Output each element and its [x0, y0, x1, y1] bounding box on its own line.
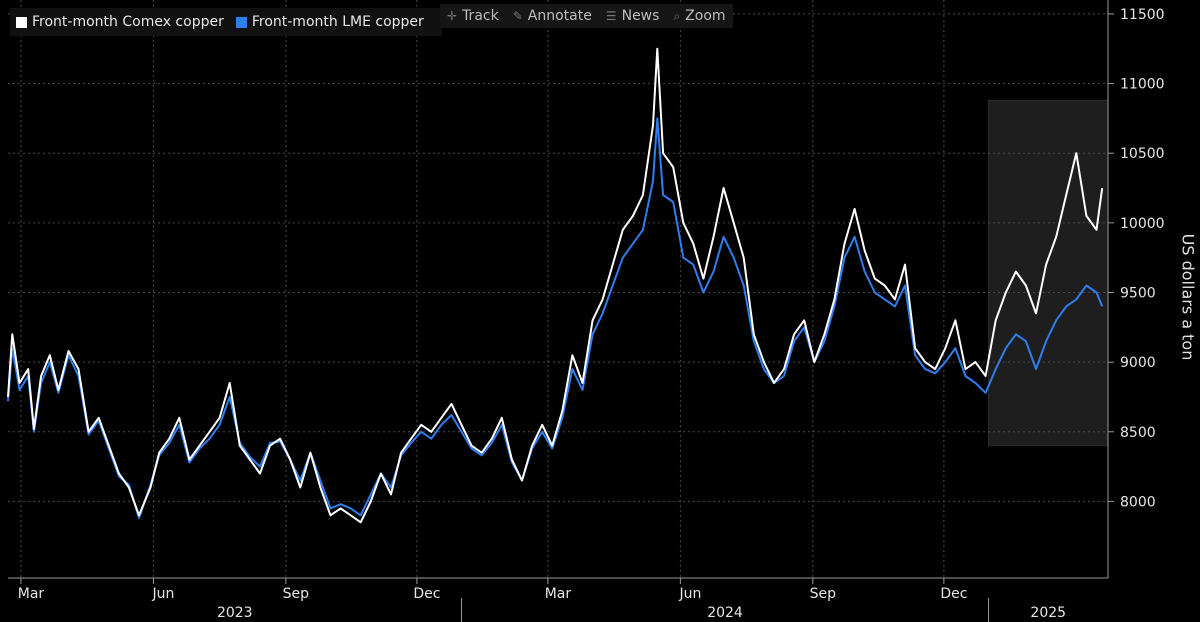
year-label: 2025: [1030, 605, 1066, 621]
annotate-label: Annotate: [527, 8, 592, 24]
legend-label-lme: Front-month LME copper: [251, 14, 424, 30]
series-line-front-month-lme-copper: [7, 117, 1104, 520]
news-icon: ☰: [605, 9, 617, 23]
axis-layer: 8000 8500 9000 9500 10000 10500 11000 11500 Mar J…: [8, 0, 1165, 622]
zoom-button[interactable]: ⌕ Zoom: [666, 8, 732, 24]
y-tick-label: 8000: [1120, 494, 1156, 510]
x-tick-label: Sep: [810, 586, 837, 602]
highlight-box: [987, 99, 1109, 447]
legend-item-lme[interactable]: Front-month LME copper: [235, 14, 424, 30]
y-tick-label: 11500: [1120, 7, 1165, 23]
highlight-layer: [987, 99, 1109, 447]
x-tick-label: Sep: [283, 586, 310, 602]
track-button[interactable]: ✛ Track: [440, 8, 506, 24]
crosshair-icon: ✛: [447, 9, 458, 23]
x-tick-label: Jun: [678, 586, 701, 602]
legend-item-comex[interactable]: Front-month Comex copper: [16, 14, 224, 30]
y-tick-label: 8500: [1120, 425, 1156, 441]
year-label: 2024: [707, 605, 743, 621]
zoom-label: Zoom: [685, 8, 726, 24]
legend-label-comex: Front-month Comex copper: [32, 14, 224, 30]
news-button[interactable]: ☰ News: [599, 8, 667, 24]
legend: Front-month Comex copper Front-month LME…: [10, 8, 442, 36]
track-label: Track: [462, 8, 499, 24]
legend-swatch-comex: [16, 16, 27, 28]
y-tick-label: 11000: [1120, 77, 1165, 93]
x-tick-label: Mar: [18, 586, 45, 602]
grid-layer: [8, 0, 1108, 578]
series-layer: [7, 47, 1104, 524]
news-label: News: [621, 8, 660, 24]
chart-toolbar: ✛ Track ✎ Annotate ☰ News ⌕ Zoom: [440, 4, 733, 28]
x-tick-label: Dec: [413, 586, 440, 602]
series-line-front-month-comex-copper: [7, 47, 1104, 524]
x-tick-label: Dec: [940, 586, 967, 602]
y-tick-label: 10500: [1120, 146, 1165, 162]
legend-swatch-lme: [235, 16, 247, 28]
y-tick-label: 10000: [1120, 216, 1165, 232]
annotate-button[interactable]: ✎ Annotate: [506, 8, 599, 24]
pencil-icon: ✎: [512, 9, 523, 23]
zoom-icon: ⌕: [673, 8, 681, 23]
y-tick-label: 9500: [1120, 285, 1156, 301]
y-tick-label: 9000: [1120, 355, 1156, 371]
x-tick-label: Jun: [151, 586, 174, 602]
y-axis-title: US dollars a ton: [1178, 233, 1198, 361]
year-label: 2023: [217, 605, 253, 621]
x-tick-label: Mar: [545, 586, 572, 602]
